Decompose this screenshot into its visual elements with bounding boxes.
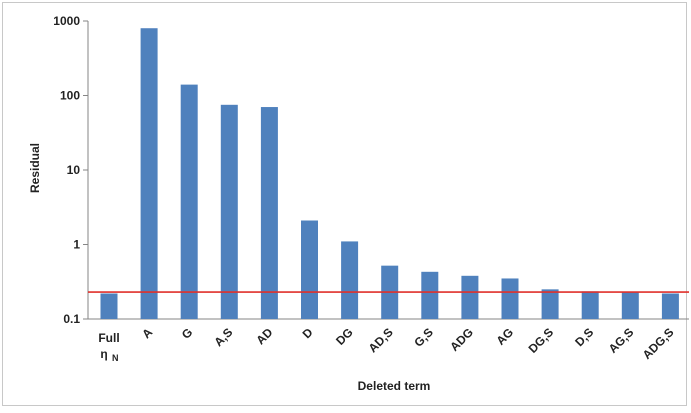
x-tick-label: AG,S [606, 325, 637, 356]
x-tick-label: D [300, 325, 316, 341]
x-tick-label: D,S [572, 325, 596, 349]
x-tick-label: ADG [447, 325, 476, 354]
chart-frame: 0.1 1 10 100 1000 Full η N A G A,S AD D DG AD,S G,S ADG A… [2, 2, 689, 406]
x-axis-title: Deleted term [358, 379, 431, 393]
y-tick-label: 0.1 [63, 312, 80, 326]
x-tick-label: DG,S [526, 325, 557, 356]
x-tick-label: Full [98, 331, 119, 345]
bar-5 [260, 107, 278, 320]
x-tick-label: AG [493, 325, 516, 348]
y-axis-title: Residual [28, 143, 42, 193]
bar-1 [100, 293, 118, 319]
x-tick-label-symbol: η [100, 347, 107, 361]
x-tick-label: AD [253, 325, 275, 347]
x-tick-label: A,S [211, 325, 235, 349]
x-tick-label: AD,S [366, 325, 396, 355]
bar-3 [180, 84, 198, 319]
bar-11 [501, 278, 519, 319]
y-tick-label: 1 [73, 238, 80, 252]
y-tick-label: 10 [67, 163, 81, 177]
bar-9 [421, 271, 439, 319]
bar-15 [661, 293, 679, 319]
bar-2 [140, 28, 158, 320]
x-tick-label: DG [333, 325, 356, 348]
y-tick-label: 1000 [53, 14, 80, 28]
x-tick-label: ADG,S [640, 325, 677, 362]
bar-4 [220, 104, 238, 319]
x-tick-label: G [179, 325, 196, 342]
y-tick-label: 100 [60, 89, 80, 103]
bar-12 [541, 289, 559, 319]
bar-6 [301, 220, 318, 319]
x-tick-label: A [139, 325, 155, 341]
x-tick-label-subscript: N [112, 353, 119, 363]
x-tick-label: G,S [411, 325, 436, 350]
bars-layer [100, 28, 679, 320]
bar-7 [341, 241, 359, 319]
bar-13 [581, 291, 599, 319]
bar-14 [621, 292, 639, 319]
bar-10 [461, 275, 479, 319]
